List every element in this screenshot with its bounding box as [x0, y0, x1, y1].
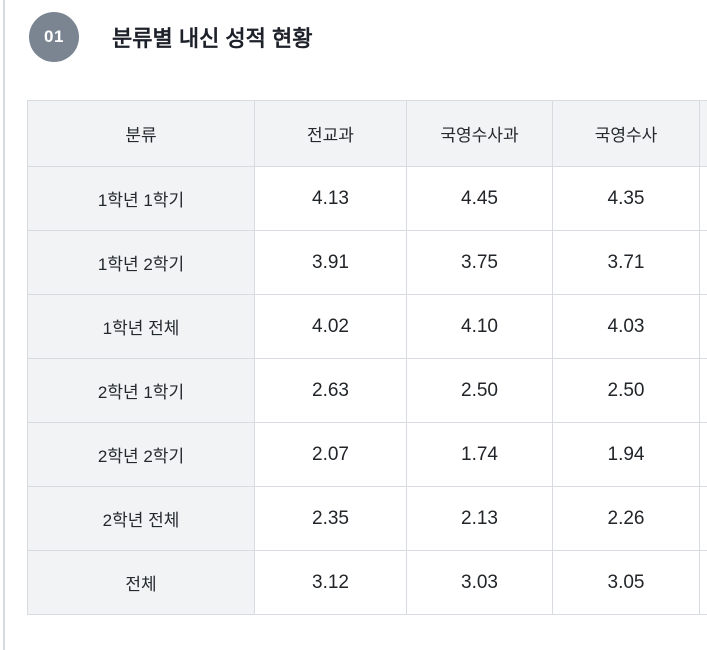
row-label: 2학년 1학기: [27, 358, 255, 423]
table-cell: 1.74: [406, 422, 553, 487]
section-title: 분류별 내신 성적 현황: [112, 26, 313, 51]
table-cell: 2.07: [254, 422, 407, 487]
table-cell-partial: [699, 294, 707, 359]
table-cell: 2.26: [552, 486, 700, 551]
table-row: 전체 3.12 3.03 3.05: [27, 550, 707, 615]
table-cell: 3.03: [406, 550, 553, 615]
column-header-kor-eng-math-soc: 국영수사: [552, 100, 700, 167]
table-cell: 1.94: [552, 422, 700, 487]
table-row: 1학년 전체 4.02 4.10 4.03: [27, 294, 707, 359]
table-cell: 3.71: [552, 230, 700, 295]
column-header-category: 분류: [27, 100, 255, 167]
table-cell: 3.05: [552, 550, 700, 615]
table-cell: 2.13: [406, 486, 553, 551]
table-cell: 4.13: [254, 166, 407, 231]
table-row: 1학년 1학기 4.13 4.45 4.35: [27, 166, 707, 231]
grade-table-header: 분류 전교과 국영수사과 국영수사: [27, 100, 707, 167]
column-header-partial: [699, 100, 707, 167]
table-cell-partial: [699, 550, 707, 615]
table-row: 2학년 전체 2.35 2.13 2.26: [27, 486, 707, 551]
table-cell: 4.45: [406, 166, 553, 231]
table-cell: 3.12: [254, 550, 407, 615]
table-cell: 4.10: [406, 294, 553, 359]
table-row: 1학년 2학기 3.91 3.75 3.71: [27, 230, 707, 295]
grade-table-body: 1학년 1학기 4.13 4.45 4.35 1학년 2학기 3.91 3.75…: [27, 166, 707, 615]
table-cell: 3.75: [406, 230, 553, 295]
row-label: 2학년 전체: [27, 486, 255, 551]
section-number-badge: 01: [29, 12, 79, 62]
row-label: 1학년 2학기: [27, 230, 255, 295]
section-header: 01 분류별 내신 성적 현황: [29, 12, 313, 62]
table-cell-partial: [699, 486, 707, 551]
table-cell: 4.03: [552, 294, 700, 359]
table-cell: 4.02: [254, 294, 407, 359]
column-header-kor-eng-math-soc-sci: 국영수사과: [406, 100, 553, 167]
grade-table-container: 분류 전교과 국영수사과 국영수사 1학년 1학기 4.13 4.45 4.35…: [27, 100, 707, 615]
table-cell: 2.50: [406, 358, 553, 423]
header-row: 분류 전교과 국영수사과 국영수사: [27, 100, 707, 167]
column-header-all-subjects: 전교과: [254, 100, 407, 167]
table-row: 2학년 1학기 2.63 2.50 2.50: [27, 358, 707, 423]
table-cell-partial: [699, 230, 707, 295]
row-label: 전체: [27, 550, 255, 615]
table-cell: 2.50: [552, 358, 700, 423]
table-cell: 3.91: [254, 230, 407, 295]
table-cell-partial: [699, 422, 707, 487]
table-cell-partial: [699, 166, 707, 231]
row-label: 1학년 1학기: [27, 166, 255, 231]
grade-table: 분류 전교과 국영수사과 국영수사 1학년 1학기 4.13 4.45 4.35…: [27, 100, 707, 615]
row-label: 2학년 2학기: [27, 422, 255, 487]
table-cell: 2.35: [254, 486, 407, 551]
table-cell-partial: [699, 358, 707, 423]
row-label: 1학년 전체: [27, 294, 255, 359]
table-cell: 4.35: [552, 166, 700, 231]
page-left-border: [3, 0, 5, 650]
section-number: 01: [44, 27, 64, 46]
table-cell: 2.63: [254, 358, 407, 423]
table-row: 2학년 2학기 2.07 1.74 1.94: [27, 422, 707, 487]
